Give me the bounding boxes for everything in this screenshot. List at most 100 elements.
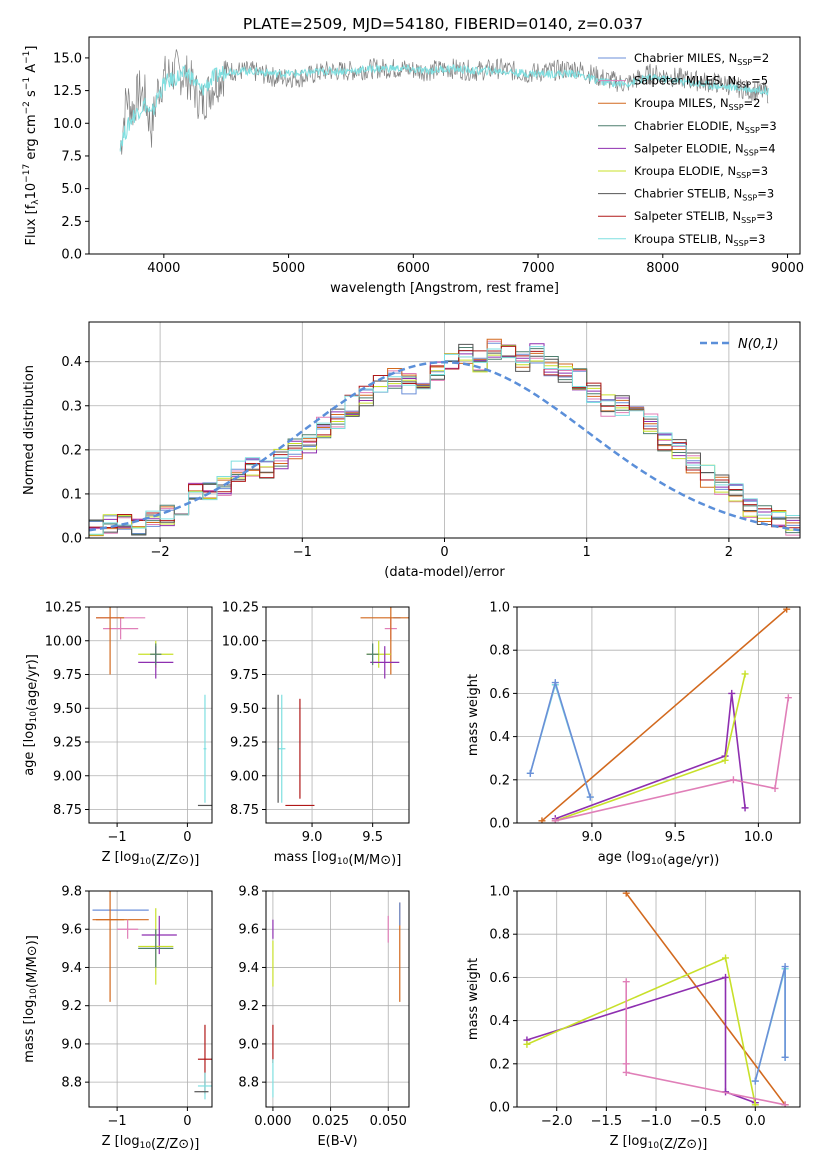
legend-text: Kroupa STELIB, N: [634, 232, 734, 246]
legend-entry: Kroupa MILES, NSSP=2: [634, 96, 760, 112]
x-tick-label: 0: [183, 1114, 191, 1129]
legend-text: Chabrier STELIB, N: [634, 187, 742, 201]
error-point: [203, 694, 207, 803]
x-axis-label: Z [log10(Z/Z⊙)]: [102, 1134, 200, 1152]
y-axis-label: mass [log10(M/M⊙)]: [22, 935, 40, 1063]
y-label-part: Flux [f: [24, 204, 39, 245]
plus-marker: [741, 670, 749, 678]
y-label-part: −1: [22, 51, 32, 64]
x-tick-label: 1: [583, 545, 591, 560]
y-tick-label: 0.4: [489, 1014, 510, 1029]
x-tick-label: 4000: [147, 261, 180, 276]
y-label-part: 10: [24, 183, 39, 200]
y-label-part: log: [22, 723, 37, 743]
panel-weight-vs-age: 9.0 9.5 10.0 0.0 0.2 0.4 0.6 0.8 1.0 age (log10(a…: [466, 601, 801, 868]
plus-marker: [622, 1060, 630, 1068]
x-tick-label: 0: [183, 830, 191, 845]
x-tick-label: 9.0: [302, 830, 323, 845]
y-tick-label: 9.2: [61, 999, 82, 1014]
y-label-part: (M/M⊙)]: [25, 935, 40, 988]
legend-sub: SSP: [729, 103, 744, 112]
y-tick-label: 9.50: [230, 702, 259, 717]
y-tick-label: 1.0: [489, 601, 510, 616]
plot-area: [92, 891, 212, 1100]
error-point: [103, 617, 139, 640]
legend-text: Salpeter ELODIE, N: [634, 141, 744, 155]
plot-area: [89, 338, 800, 538]
y-tick-label: 9.50: [53, 702, 82, 717]
panel-residuals: −2 −1 0 1 2 0.0 0.1 0.2 0.3 0.4 (data-model)/error…: [22, 321, 801, 580]
y-tick-label: 8.75: [53, 803, 82, 818]
plus-marker: [771, 784, 779, 792]
y-tick-label: 0.2: [61, 443, 82, 458]
axes-frame: [516, 890, 801, 1108]
x-label-part: wavelength [Angstrom, rest frame]: [330, 281, 559, 296]
error-point: [117, 919, 139, 939]
y-tick-label: 10.00: [45, 634, 82, 649]
legend-sub: SSP: [744, 148, 759, 157]
legend-sub: SSP: [737, 58, 752, 67]
y-tick-label: 0.2: [489, 773, 510, 788]
y-label-part: age [: [22, 742, 37, 775]
y-tick-label: 0.4: [489, 730, 510, 745]
legend-text: Kroupa ELODIE, N: [634, 164, 736, 178]
legend-text: =2: [744, 96, 761, 110]
x-label-part: log: [120, 1134, 140, 1149]
legend-text: =3: [757, 187, 774, 201]
y-tick-label: 0.6: [489, 971, 510, 986]
x-label-part: Z [: [102, 1134, 120, 1149]
x-label-part: mass [: [274, 850, 317, 865]
plus-marker: [751, 1077, 759, 1085]
y-label-part: erg cm: [24, 114, 39, 163]
y-label-part: Normed distribution: [22, 365, 37, 495]
plus-marker: [729, 776, 737, 784]
y-tick-label: 9.25: [53, 736, 82, 751]
panel-weight-vs-Z: −2.0 −1.5 −1.0 −0.5 0.0 0.0 0.2 0.4 0.6 0.8 1.0 Z […: [466, 885, 801, 1152]
x-tick-label: 0: [440, 545, 448, 560]
y-tick-label: 2.5: [61, 215, 82, 230]
plus-marker: [622, 978, 630, 986]
x-tick-label: −1: [293, 545, 312, 560]
x-tick-label: 9000: [771, 261, 804, 276]
x-label-part: log: [120, 850, 140, 865]
legend-entry: Salpeter STELIB, NSSP=3: [634, 209, 773, 225]
y-tick-label: 9.0: [238, 1037, 259, 1052]
x-axis-label: Z [log10(Z/Z⊙)]: [610, 1134, 708, 1152]
y-tick-label: 0.0: [489, 1101, 510, 1116]
legend-text: Chabrier ELODIE, N: [634, 119, 745, 133]
y-label-part: mass weight: [466, 958, 481, 1040]
x-tick-label: −1.5: [591, 1114, 623, 1129]
plus-marker: [551, 817, 559, 823]
legend-text: =3: [751, 164, 768, 178]
plot-area: [526, 607, 792, 823]
y-tick-label: 8.8: [238, 1076, 259, 1091]
y-tick-label: 9.2: [238, 999, 259, 1014]
legend-text: Chabrier MILES, N: [634, 51, 737, 65]
y-label-part: −17: [22, 164, 32, 183]
panel-spectrum: 4000 5000 6000 7000 8000 9000 0.0 2.5 5.0 7.5 10.0…: [22, 36, 804, 296]
y-tick-label: 0.6: [489, 687, 510, 702]
plot-area: [523, 891, 789, 1107]
plot-area: [277, 607, 409, 807]
x-tick-label: −1.0: [640, 1114, 672, 1129]
plus-marker: [586, 793, 594, 801]
y-tick-label: 7.5: [61, 149, 82, 164]
x-tick-label: 0.000: [254, 1114, 291, 1129]
legend-text: N(0,1): [738, 337, 779, 352]
y-tick-label: 0.3: [61, 399, 82, 414]
legend-entry: Salpeter ELODIE, NSSP=4: [634, 141, 776, 157]
x-tick-label: −2.0: [541, 1114, 573, 1129]
x-tick-label: 6000: [397, 261, 430, 276]
y-label-part: log: [22, 1000, 37, 1020]
legend-sub: SSP: [742, 194, 757, 203]
weight-line: [625, 981, 786, 1106]
error-point: [138, 929, 174, 968]
y-tick-label: 9.4: [238, 961, 259, 976]
x-label-part: (age/yr)): [662, 853, 719, 868]
error-point: [366, 643, 379, 666]
error-point: [197, 1072, 212, 1100]
y-tick-label: 9.00: [230, 769, 259, 784]
legend-entry: Kroupa ELODIE, NSSP=3: [634, 164, 768, 180]
x-axis-label: E(B-V): [317, 1134, 357, 1149]
